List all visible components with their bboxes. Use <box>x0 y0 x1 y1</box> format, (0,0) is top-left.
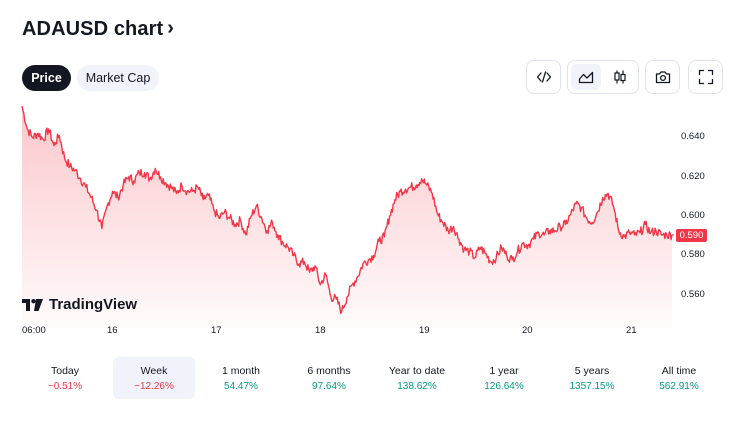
x-tick-label: 17 <box>211 325 222 336</box>
performance-periods: Today −0.51% Week −12.26% 1 month 54.47%… <box>22 357 728 399</box>
x-tick-label: 19 <box>419 325 430 336</box>
x-tick-label: 20 <box>522 325 533 336</box>
period-label: 6 months <box>307 364 351 377</box>
period-change: 562.91% <box>659 380 699 392</box>
period-5-years[interactable]: 5 years 1357.15% <box>551 357 633 399</box>
x-tick-label: 21 <box>626 325 637 336</box>
y-tick-label: 0.580 <box>681 249 705 260</box>
candlestick-icon <box>614 70 626 84</box>
last-price-badge: 0.590 <box>676 229 707 242</box>
price-area-fill <box>22 106 672 328</box>
camera-icon <box>655 71 671 84</box>
fullscreen-icon <box>698 69 714 85</box>
period-week[interactable]: Week −12.26% <box>113 357 195 399</box>
chart-title-link[interactable]: ADAUSD chart › <box>22 17 174 41</box>
period-label: Today <box>50 364 80 377</box>
chart-type-toolbar <box>567 60 639 94</box>
chart-title: ADAUSD chart <box>22 18 164 40</box>
period-label: 1 month <box>222 364 260 377</box>
period-change: 126.64% <box>484 380 524 392</box>
period-change: 54.47% <box>224 380 258 392</box>
y-tick-label: 0.600 <box>681 210 705 221</box>
period-6-months[interactable]: 6 months 97.64% <box>288 357 370 399</box>
period-today[interactable]: Today −0.51% <box>24 357 106 399</box>
area-chart-button[interactable] <box>571 64 601 90</box>
tab-price[interactable]: Price <box>22 65 71 91</box>
period-change: −0.51% <box>47 380 83 392</box>
period-label: Year to date <box>388 364 446 377</box>
period-change: 138.62% <box>397 380 437 392</box>
snapshot-button[interactable] <box>647 61 679 93</box>
embed-toolbar <box>526 60 561 94</box>
chevron-right-icon: › <box>167 17 174 39</box>
period-change: 97.64% <box>312 380 346 392</box>
embed-code-icon <box>536 71 552 83</box>
y-tick-label: 0.640 <box>681 131 705 142</box>
tradingview-wordmark: TradingView <box>49 296 138 313</box>
x-tick-label: 16 <box>107 325 118 336</box>
snapshot-toolbar <box>645 60 680 94</box>
x-tick-label: 06:00 <box>22 325 46 336</box>
period-label: 5 years <box>574 364 610 377</box>
price-series-line <box>21 106 673 315</box>
period-label: 1 year <box>489 364 519 377</box>
y-tick-label: 0.620 <box>681 171 705 182</box>
period-label: Week <box>140 364 168 377</box>
period-change: −12.26% <box>134 380 174 392</box>
fullscreen-button[interactable] <box>690 61 722 93</box>
fullscreen-toolbar <box>688 60 723 94</box>
period-change: 1357.15% <box>569 380 615 392</box>
embed-code-button[interactable] <box>528 61 560 93</box>
tab-market-cap[interactable]: Market Cap <box>77 65 159 91</box>
tradingview-logo-icon <box>22 298 43 311</box>
period-1-year[interactable]: 1 year 126.64% <box>463 357 545 399</box>
y-tick-label: 0.560 <box>681 289 705 300</box>
period-year-to-date[interactable]: Year to date 138.62% <box>376 357 458 399</box>
period-label: All time <box>661 364 697 377</box>
x-tick-label: 18 <box>315 325 326 336</box>
period-1-month[interactable]: 1 month 54.47% <box>200 357 282 399</box>
tradingview-logo: TradingView <box>22 296 137 313</box>
price-chart[interactable] <box>0 100 750 350</box>
period-all-time[interactable]: All time 562.91% <box>638 357 720 399</box>
area-chart-icon <box>578 71 594 84</box>
candlestick-button[interactable] <box>604 61 636 93</box>
